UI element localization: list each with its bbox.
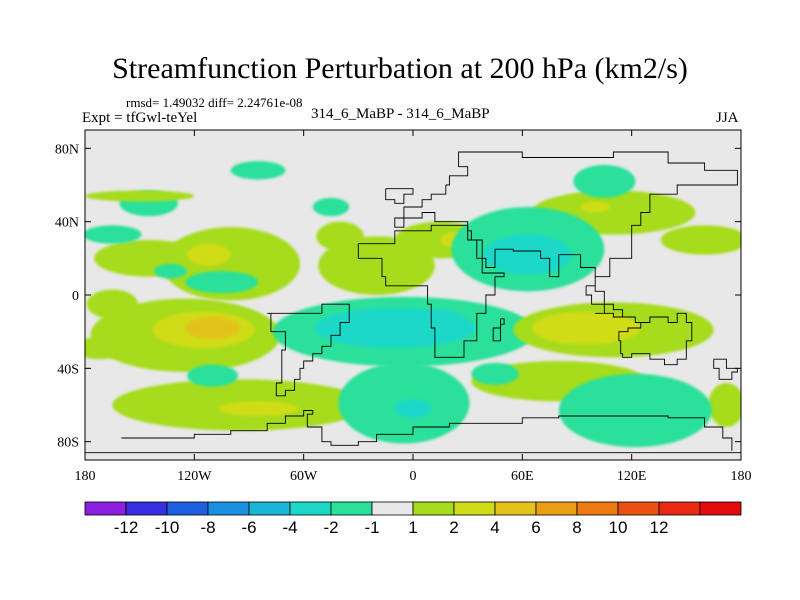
colorbar-box-1 [125, 501, 168, 516]
colorbar-box-7 [371, 501, 414, 516]
colorbar-box-10 [494, 501, 537, 516]
contour-region-9 [85, 190, 195, 202]
colorbar-label-3: -6 [241, 518, 256, 537]
colorbar-label-7: 1 [408, 518, 417, 537]
colorbar-label-1: -10 [155, 518, 180, 537]
coastline-4 [394, 151, 738, 286]
colorbar-box-14 [658, 501, 701, 516]
colorbar-label-10: 6 [531, 518, 540, 537]
contour-region-20 [312, 197, 350, 217]
colorbar-box-6 [330, 501, 373, 516]
contour-region-7 [85, 225, 142, 244]
coastline-5 [595, 303, 693, 366]
x-tick-label-1: 120W [177, 469, 212, 484]
colorbar-box-4 [248, 501, 291, 516]
y-tick-label-4: 80S [57, 436, 79, 451]
experiment-label: Expt = tfGwl-teYel [82, 110, 198, 126]
contour-region-27 [414, 309, 466, 336]
contour-region-24 [85, 337, 126, 360]
colorbar: -12 -10 -8 -6 -4 -2 -1 1 2 4 6 8 10 12 [84, 501, 742, 537]
colorbar-label-5: -2 [323, 518, 338, 537]
x-tick-label-6: 180 [731, 469, 752, 484]
colorbar-label-11: 8 [572, 518, 581, 537]
coastlines [85, 151, 741, 454]
coastline-9 [385, 188, 414, 204]
y-tick-label-1: 40N [55, 216, 79, 231]
contour-region-19 [230, 161, 286, 180]
case-label: 314_6_MaBP - 314_6_MaBP [311, 106, 490, 122]
contour-regions [85, 161, 741, 448]
colorbar-label-4: -4 [282, 518, 297, 537]
axis-ticks: 180 120W 60W 0 60E 120E 180 80N 40N 0 40S 80S [55, 130, 752, 484]
colorbar-box-15 [699, 501, 742, 516]
colorbar-label-6: -1 [364, 518, 379, 537]
contour-region-15 [660, 225, 741, 255]
colorbar-box-3 [207, 501, 250, 516]
contour-region-23 [185, 317, 240, 339]
y-tick-label-2: 0 [72, 289, 79, 304]
colorbar-label-9: 4 [490, 518, 499, 537]
x-tick-label-4: 60E [511, 469, 534, 484]
colorbar-box-8 [412, 501, 455, 516]
y-tick-label-0: 80N [55, 142, 79, 157]
contour-region-3 [187, 243, 231, 266]
colorbar-box-13 [617, 501, 660, 516]
colorbar-box-9 [453, 501, 496, 516]
x-tick-label-3: 0 [410, 469, 417, 484]
colorbar-box-5 [289, 501, 332, 516]
x-tick-label-5: 120E [617, 469, 647, 484]
colorbar-box-12 [576, 501, 619, 516]
colorbar-label-13: 12 [650, 518, 669, 537]
colorbar-label-12: 10 [609, 518, 628, 537]
contour-region-33 [394, 399, 432, 418]
colorbar-box-2 [166, 501, 209, 516]
contour-region-14 [580, 201, 610, 213]
coastline-0 [121, 410, 733, 451]
colorbar-label-2: -8 [200, 518, 215, 537]
colorbar-label-0: -12 [114, 518, 139, 537]
coastline-2 [267, 303, 350, 397]
y-tick-label-3: 40S [57, 362, 79, 377]
x-tick-label-2: 60W [290, 469, 318, 484]
chart-title: Streamfunction Perturbation at 200 hPa (… [112, 52, 688, 85]
colorbar-box-0 [84, 501, 127, 516]
contour-region-37 [187, 364, 239, 387]
contour-region-18 [573, 164, 636, 198]
contour-region-38 [471, 362, 519, 385]
colorbar-label-8: 2 [449, 518, 458, 537]
stats-label: rmsd= 1.49032 diff= 2.24761e-08 [126, 95, 303, 110]
coastline-8 [585, 285, 605, 305]
contour-region-5 [185, 271, 259, 294]
contour-region-29 [531, 311, 641, 345]
contour-region-36 [558, 373, 712, 448]
contour-region-31 [218, 401, 299, 416]
coastline-6 [713, 358, 738, 380]
colorbar-box-11 [535, 501, 578, 516]
contour-region-4 [154, 263, 188, 279]
x-tick-label-0: 180 [75, 469, 96, 484]
season-label: JJA [716, 110, 739, 126]
coastline-7 [492, 318, 505, 342]
contour-region-35 [708, 383, 741, 427]
